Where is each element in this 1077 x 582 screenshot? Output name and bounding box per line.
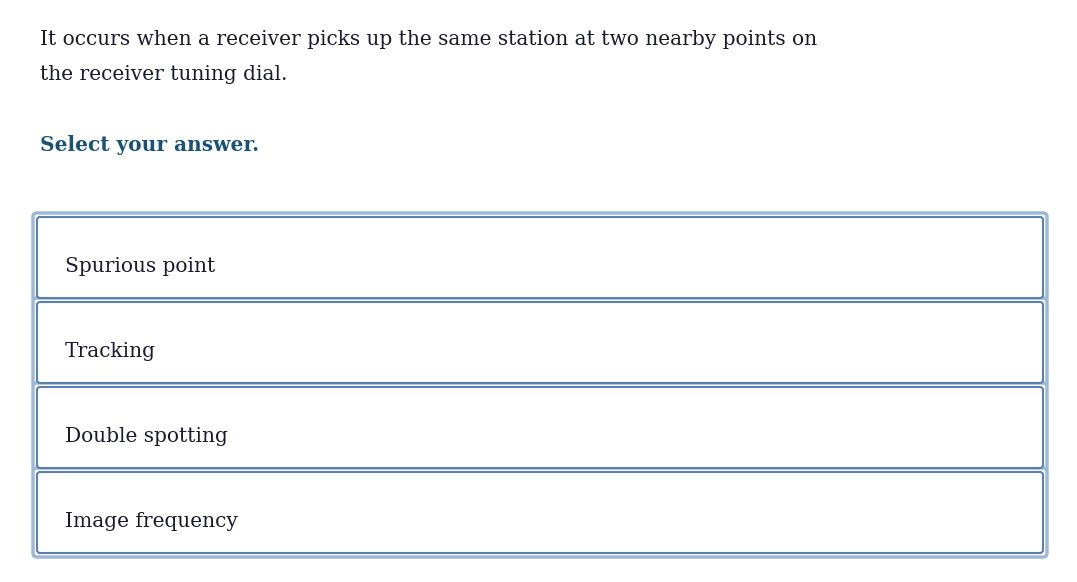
FancyBboxPatch shape	[37, 387, 1043, 468]
Text: Image frequency: Image frequency	[65, 512, 238, 531]
Text: Select your answer.: Select your answer.	[40, 135, 260, 155]
FancyBboxPatch shape	[37, 472, 1043, 553]
Text: Tracking: Tracking	[65, 342, 156, 361]
Text: It occurs when a receiver picks up the same station at two nearby points on: It occurs when a receiver picks up the s…	[40, 30, 817, 49]
FancyBboxPatch shape	[33, 468, 1047, 557]
FancyBboxPatch shape	[33, 383, 1047, 472]
FancyBboxPatch shape	[37, 217, 1043, 298]
FancyBboxPatch shape	[33, 213, 1047, 302]
FancyBboxPatch shape	[37, 302, 1043, 383]
FancyBboxPatch shape	[33, 298, 1047, 387]
Text: Double spotting: Double spotting	[65, 427, 228, 446]
Text: the receiver tuning dial.: the receiver tuning dial.	[40, 65, 288, 84]
Text: Spurious point: Spurious point	[65, 257, 215, 276]
